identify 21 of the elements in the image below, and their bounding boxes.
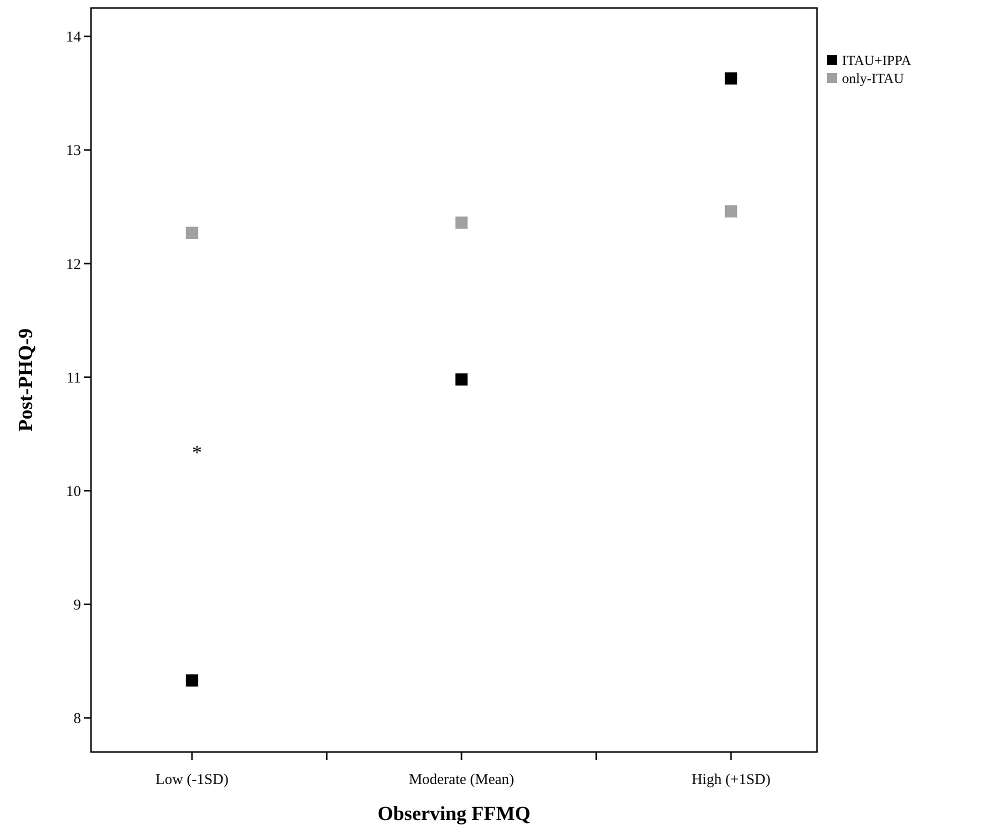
y-axis-title: Post-PHQ-9 — [15, 328, 37, 432]
point — [455, 216, 468, 229]
y-tick-label: 12 — [66, 256, 81, 273]
y-tick-label: 9 — [74, 598, 81, 614]
annotation: * — [192, 442, 202, 464]
x-tick-label: Moderate (Mean) — [408, 772, 514, 788]
x-axis-title: Observing FFMQ — [378, 803, 530, 825]
point — [724, 205, 738, 218]
legend-label: only-ITAU — [842, 72, 904, 87]
legend-label: ITAU+IPPA — [842, 54, 912, 69]
point — [724, 72, 738, 85]
y-tick-label: 11 — [66, 370, 81, 386]
y-tick-label: 13 — [66, 143, 81, 160]
y-tick-label: 8 — [74, 711, 81, 728]
point — [186, 226, 198, 240]
y-tick-label: 14 — [66, 30, 82, 46]
point — [186, 674, 198, 687]
point — [455, 373, 468, 386]
y-tick-label: 10 — [66, 484, 81, 500]
x-tick-label: Low (-1SD) — [156, 772, 228, 788]
x-tick-label: High (+1SD) — [692, 772, 770, 788]
